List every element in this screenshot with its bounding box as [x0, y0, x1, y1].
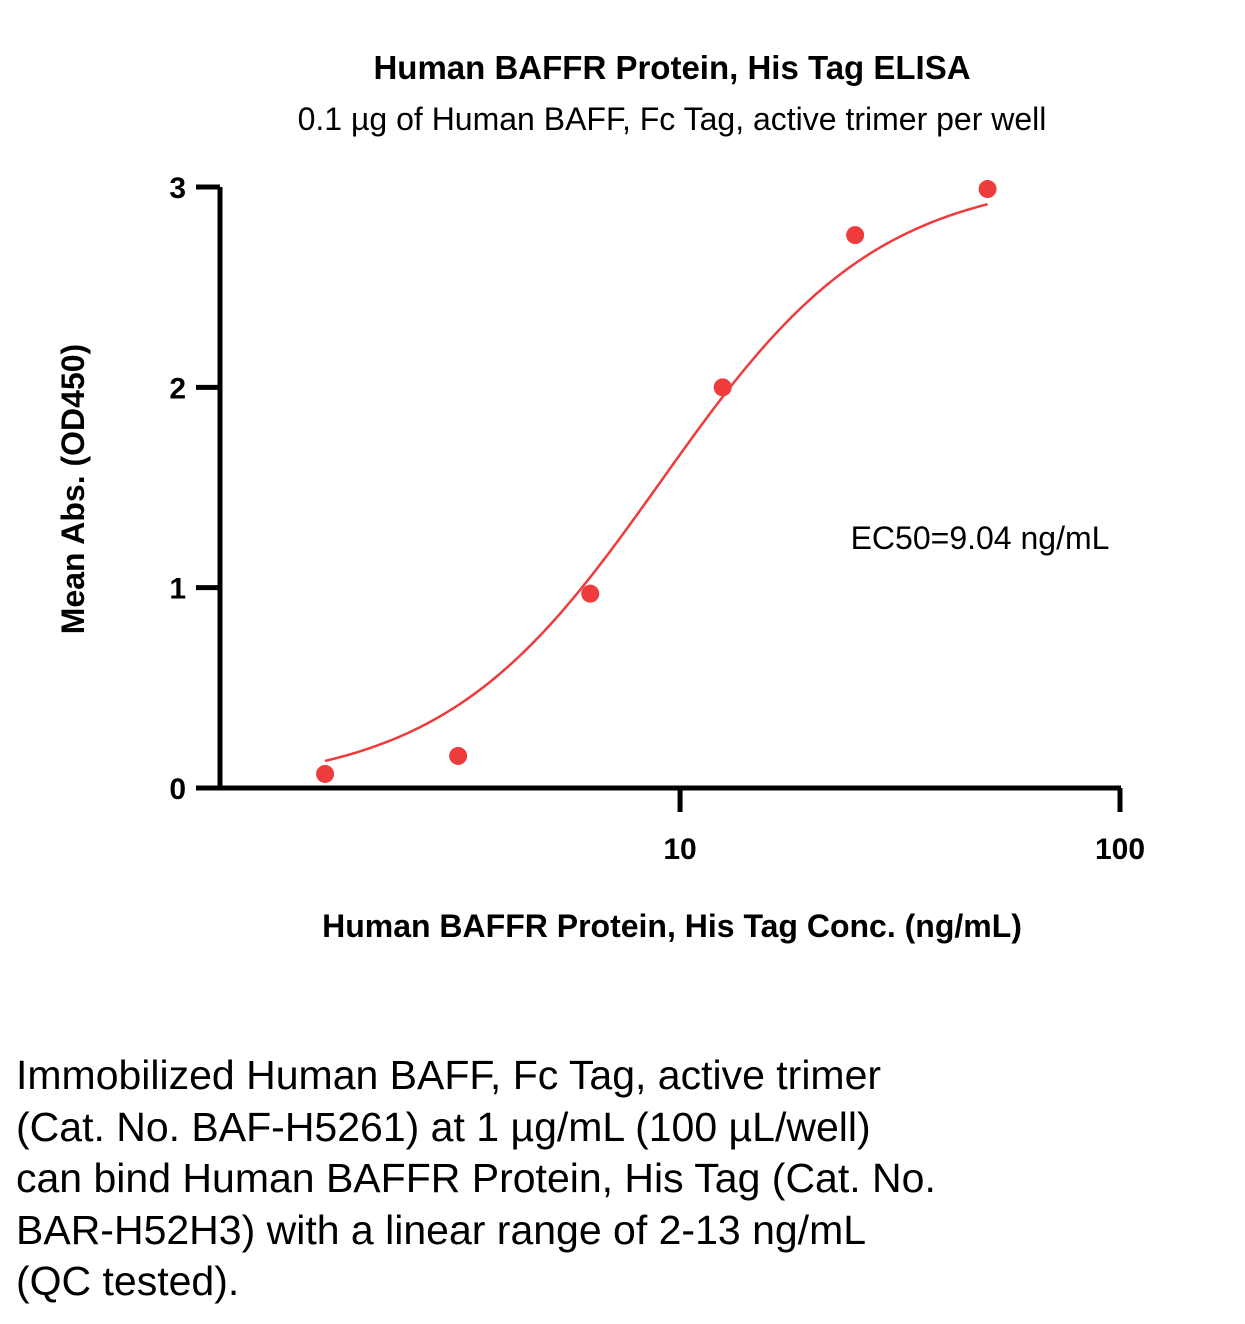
caption-line: BAR-H52H3) with a linear range of 2-13 n… [16, 1206, 867, 1253]
chart-title: Human BAFFR Protein, His Tag ELISA [373, 49, 970, 86]
data-point [449, 746, 468, 765]
caption-line: can bind Human BAFFR Protein, His Tag (C… [16, 1155, 936, 1201]
data-point [581, 584, 600, 603]
x-axis-label: Human BAFFR Protein, His Tag Conc. (ng/m… [322, 908, 1022, 944]
caption-line: (QC tested). [16, 1258, 240, 1304]
data-points [316, 180, 997, 783]
elisa-chart: Human BAFFR Protein, His Tag ELISA 0.1 µ… [55, 49, 1145, 944]
data-point [846, 226, 865, 245]
y-tick-label: 2 [169, 372, 186, 405]
y-tick-label: 1 [169, 573, 186, 606]
x-tick-label: 100 [1095, 833, 1145, 866]
fit-curve [324, 203, 988, 763]
tick-group: 0 1 2 3 10 100 [169, 172, 1145, 866]
y-tick-label: 3 [169, 172, 186, 205]
caption: Immobilized Human BAFF, Fc Tag, active t… [16, 1050, 1226, 1308]
chart-subtitle: 0.1 µg of Human BAFF, Fc Tag, active tri… [298, 101, 1047, 137]
caption-line: Immobilized Human BAFF, Fc Tag, active t… [16, 1052, 882, 1098]
data-point [316, 764, 335, 783]
ec50-annotation: EC50=9.04 ng/mL [851, 520, 1110, 556]
axes [196, 187, 1121, 791]
y-tick-label: 0 [169, 773, 186, 806]
data-point [978, 180, 997, 199]
data-point [713, 378, 732, 397]
y-axis-label: Mean Abs. (OD450) [55, 344, 91, 634]
caption-line: (Cat. No. BAF-H5261) at 1 µg/mL (100 µL/… [16, 1103, 871, 1150]
x-tick-label: 10 [663, 833, 696, 866]
